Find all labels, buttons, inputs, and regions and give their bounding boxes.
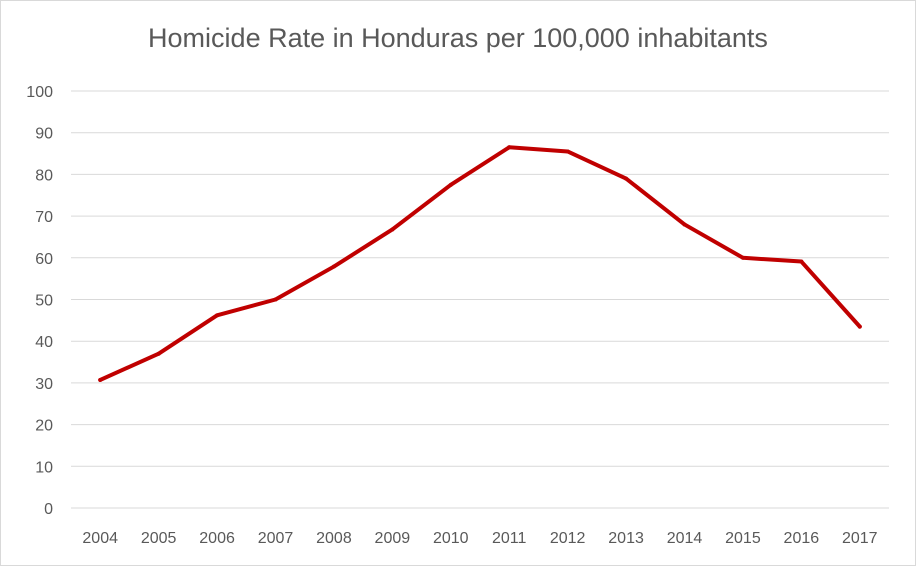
data-point-2013 [624, 176, 629, 181]
y-tick-label-40: 40 [35, 334, 53, 351]
gridlines [71, 90, 889, 509]
x-tick-label-2006: 2006 [199, 530, 235, 547]
y-tick-label-50: 50 [35, 293, 53, 310]
x-tick-label-2009: 2009 [375, 530, 411, 547]
y-tick-label-0: 0 [44, 501, 53, 518]
x-axis-tick-labels: 2004 2005 2006 2007 2008 2009 2010 2011 2012 2013… [82, 530, 877, 547]
x-tick-label-2011: 2011 [492, 530, 527, 547]
y-tick-label-90: 90 [35, 126, 53, 143]
y-tick-label-60: 60 [35, 251, 53, 268]
chart-title: Homicide Rate in Honduras per 100,000 in… [148, 23, 768, 53]
x-tick-label-2008: 2008 [316, 530, 352, 547]
data-point-2007 [273, 297, 278, 302]
x-tick-label-2017: 2017 [842, 530, 878, 547]
x-tick-label-2016: 2016 [784, 530, 820, 547]
x-tick-label-2012: 2012 [550, 530, 586, 547]
series-group [98, 145, 862, 382]
x-tick-label-2010: 2010 [433, 530, 469, 547]
data-point-2005 [156, 351, 161, 356]
y-axis-tick-labels: 0 10 20 30 40 50 60 70 80 90 100 [26, 84, 53, 518]
x-tick-label-2007: 2007 [258, 530, 294, 547]
x-tick-label-2015: 2015 [725, 530, 761, 547]
series-line-0 [98, 145, 862, 382]
data-point-2011 [507, 145, 512, 150]
data-point-2010 [448, 182, 453, 187]
y-tick-label-70: 70 [35, 209, 53, 226]
y-tick-label-80: 80 [35, 167, 53, 184]
x-tick-label-2004: 2004 [82, 530, 118, 547]
data-point-2012 [565, 149, 570, 154]
x-tick-label-2013: 2013 [608, 530, 644, 547]
data-point-2015 [740, 255, 745, 260]
data-point-2008 [331, 264, 336, 269]
x-tick-label-2005: 2005 [141, 530, 177, 547]
data-point-2014 [682, 222, 687, 227]
data-point-2016 [799, 259, 804, 264]
data-point-2004 [98, 377, 103, 382]
y-tick-label-30: 30 [35, 376, 53, 393]
data-point-2009 [390, 227, 395, 232]
y-tick-label-100: 100 [26, 84, 53, 101]
data-point-2006 [215, 313, 220, 318]
y-tick-label-20: 20 [35, 418, 53, 435]
x-tick-label-2014: 2014 [667, 530, 703, 547]
y-tick-label-10: 10 [35, 459, 53, 476]
data-point-2017 [857, 324, 862, 329]
